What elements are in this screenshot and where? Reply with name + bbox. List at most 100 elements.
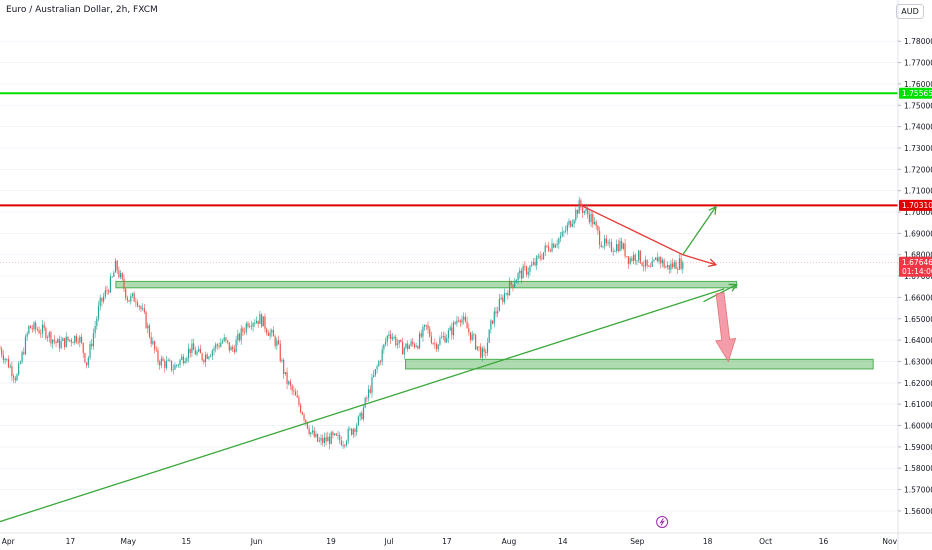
bearish-arrow[interactable] — [715, 292, 737, 363]
candle-body — [471, 334, 473, 341]
candle-body — [648, 265, 650, 267]
candle-body — [159, 361, 161, 366]
candle-body — [565, 230, 567, 232]
candle-body — [636, 260, 638, 262]
candle-body — [463, 316, 465, 320]
candle-body — [439, 338, 441, 345]
arrow-shaft[interactable] — [682, 206, 717, 256]
candle-body — [481, 348, 483, 358]
candle-body — [301, 412, 303, 415]
candle-body — [588, 214, 590, 223]
candle-body — [153, 341, 156, 350]
candle-body — [548, 246, 550, 251]
candle-body — [216, 344, 219, 346]
candle-body — [615, 244, 618, 252]
candle-body — [91, 343, 93, 347]
candle-body — [114, 260, 117, 273]
candle-body — [461, 319, 463, 323]
candle-body — [38, 330, 40, 334]
candle-body — [288, 381, 290, 384]
candle-body — [210, 355, 212, 357]
last-price-badge-text: 1.67646 — [902, 258, 932, 267]
support-zone[interactable] — [405, 358, 874, 370]
arrow-head[interactable] — [728, 283, 738, 292]
candle-body — [554, 245, 557, 248]
candle-body — [347, 429, 349, 442]
candle-body — [369, 389, 371, 393]
candle-body — [172, 369, 174, 371]
trendline[interactable] — [0, 288, 725, 523]
price-axis[interactable]: 1.78000 1.77000 1.76000 1.75000 1.74000 1.730… — [897, 0, 932, 550]
candle-body — [133, 293, 135, 302]
candle-body — [604, 238, 606, 247]
candle-body — [646, 259, 648, 266]
currency-button[interactable]: AUD — [896, 4, 924, 19]
candle-body — [658, 257, 660, 262]
candle-body — [260, 314, 263, 327]
candle-body — [150, 336, 152, 344]
candle-body — [87, 357, 89, 366]
time-tick-label: 18 — [703, 537, 713, 546]
candle-body — [19, 362, 21, 364]
drawings[interactable] — [0, 203, 738, 523]
candle-body — [373, 375, 375, 377]
candle-body — [578, 200, 580, 214]
candle-body — [632, 254, 635, 261]
candle-body — [50, 332, 52, 344]
arrow-shaft[interactable] — [682, 254, 717, 266]
arrow-head[interactable] — [708, 205, 717, 215]
price-tick-label: 1.77000 — [904, 59, 932, 68]
last-price-badge-countdown: 01:14:00 — [902, 267, 932, 276]
candle-body — [682, 262, 684, 269]
candle-body — [386, 335, 388, 342]
candle-body — [121, 273, 123, 279]
support-zone[interactable] — [115, 280, 738, 289]
price-tick-label: 1.71000 — [904, 187, 932, 196]
price-tick-label: 1.75000 — [904, 101, 932, 110]
arrow-head[interactable] — [707, 258, 718, 268]
trendline[interactable] — [579, 203, 684, 256]
candle-body — [464, 316, 466, 322]
candle-body — [109, 276, 112, 293]
candle-body — [227, 340, 229, 343]
time-axis[interactable]: Apr 17 May 15 Jun 19 Jul 17 Aug 14 Sep 18 Oct 16 Nov — [0, 532, 932, 546]
candle-body — [639, 250, 641, 263]
candle-body — [286, 372, 288, 384]
candle-body — [507, 293, 509, 296]
candle-body — [92, 333, 95, 347]
candle-body — [401, 341, 404, 355]
candle-body — [247, 323, 249, 327]
candle-body — [473, 334, 475, 336]
candle-body — [199, 348, 202, 354]
candle-body — [264, 316, 266, 329]
candle-body — [67, 336, 69, 341]
candle-body — [400, 340, 402, 342]
candle-body — [352, 429, 354, 435]
candle-body — [344, 445, 346, 446]
candle-body — [174, 365, 176, 370]
candle-body — [420, 333, 422, 337]
candle-body — [378, 361, 380, 367]
red-line-price-badge — [899, 199, 932, 211]
horizontal-lines[interactable] — [0, 92, 898, 207]
candle-body — [542, 252, 545, 260]
candle-body — [103, 296, 105, 302]
candle-body — [315, 433, 317, 437]
candle-body — [328, 436, 331, 445]
candle-body — [529, 266, 531, 273]
candle-body — [317, 433, 319, 442]
candle-body — [605, 238, 607, 244]
candle-body — [213, 348, 215, 351]
candle-body — [432, 343, 434, 344]
candle-body — [29, 325, 32, 329]
candle-body — [356, 425, 358, 432]
candle-body — [514, 282, 516, 288]
candle-body — [580, 200, 582, 208]
candle-body — [600, 244, 602, 247]
candle-body — [293, 390, 295, 392]
candle-body — [189, 348, 191, 354]
candle-body — [225, 337, 227, 341]
